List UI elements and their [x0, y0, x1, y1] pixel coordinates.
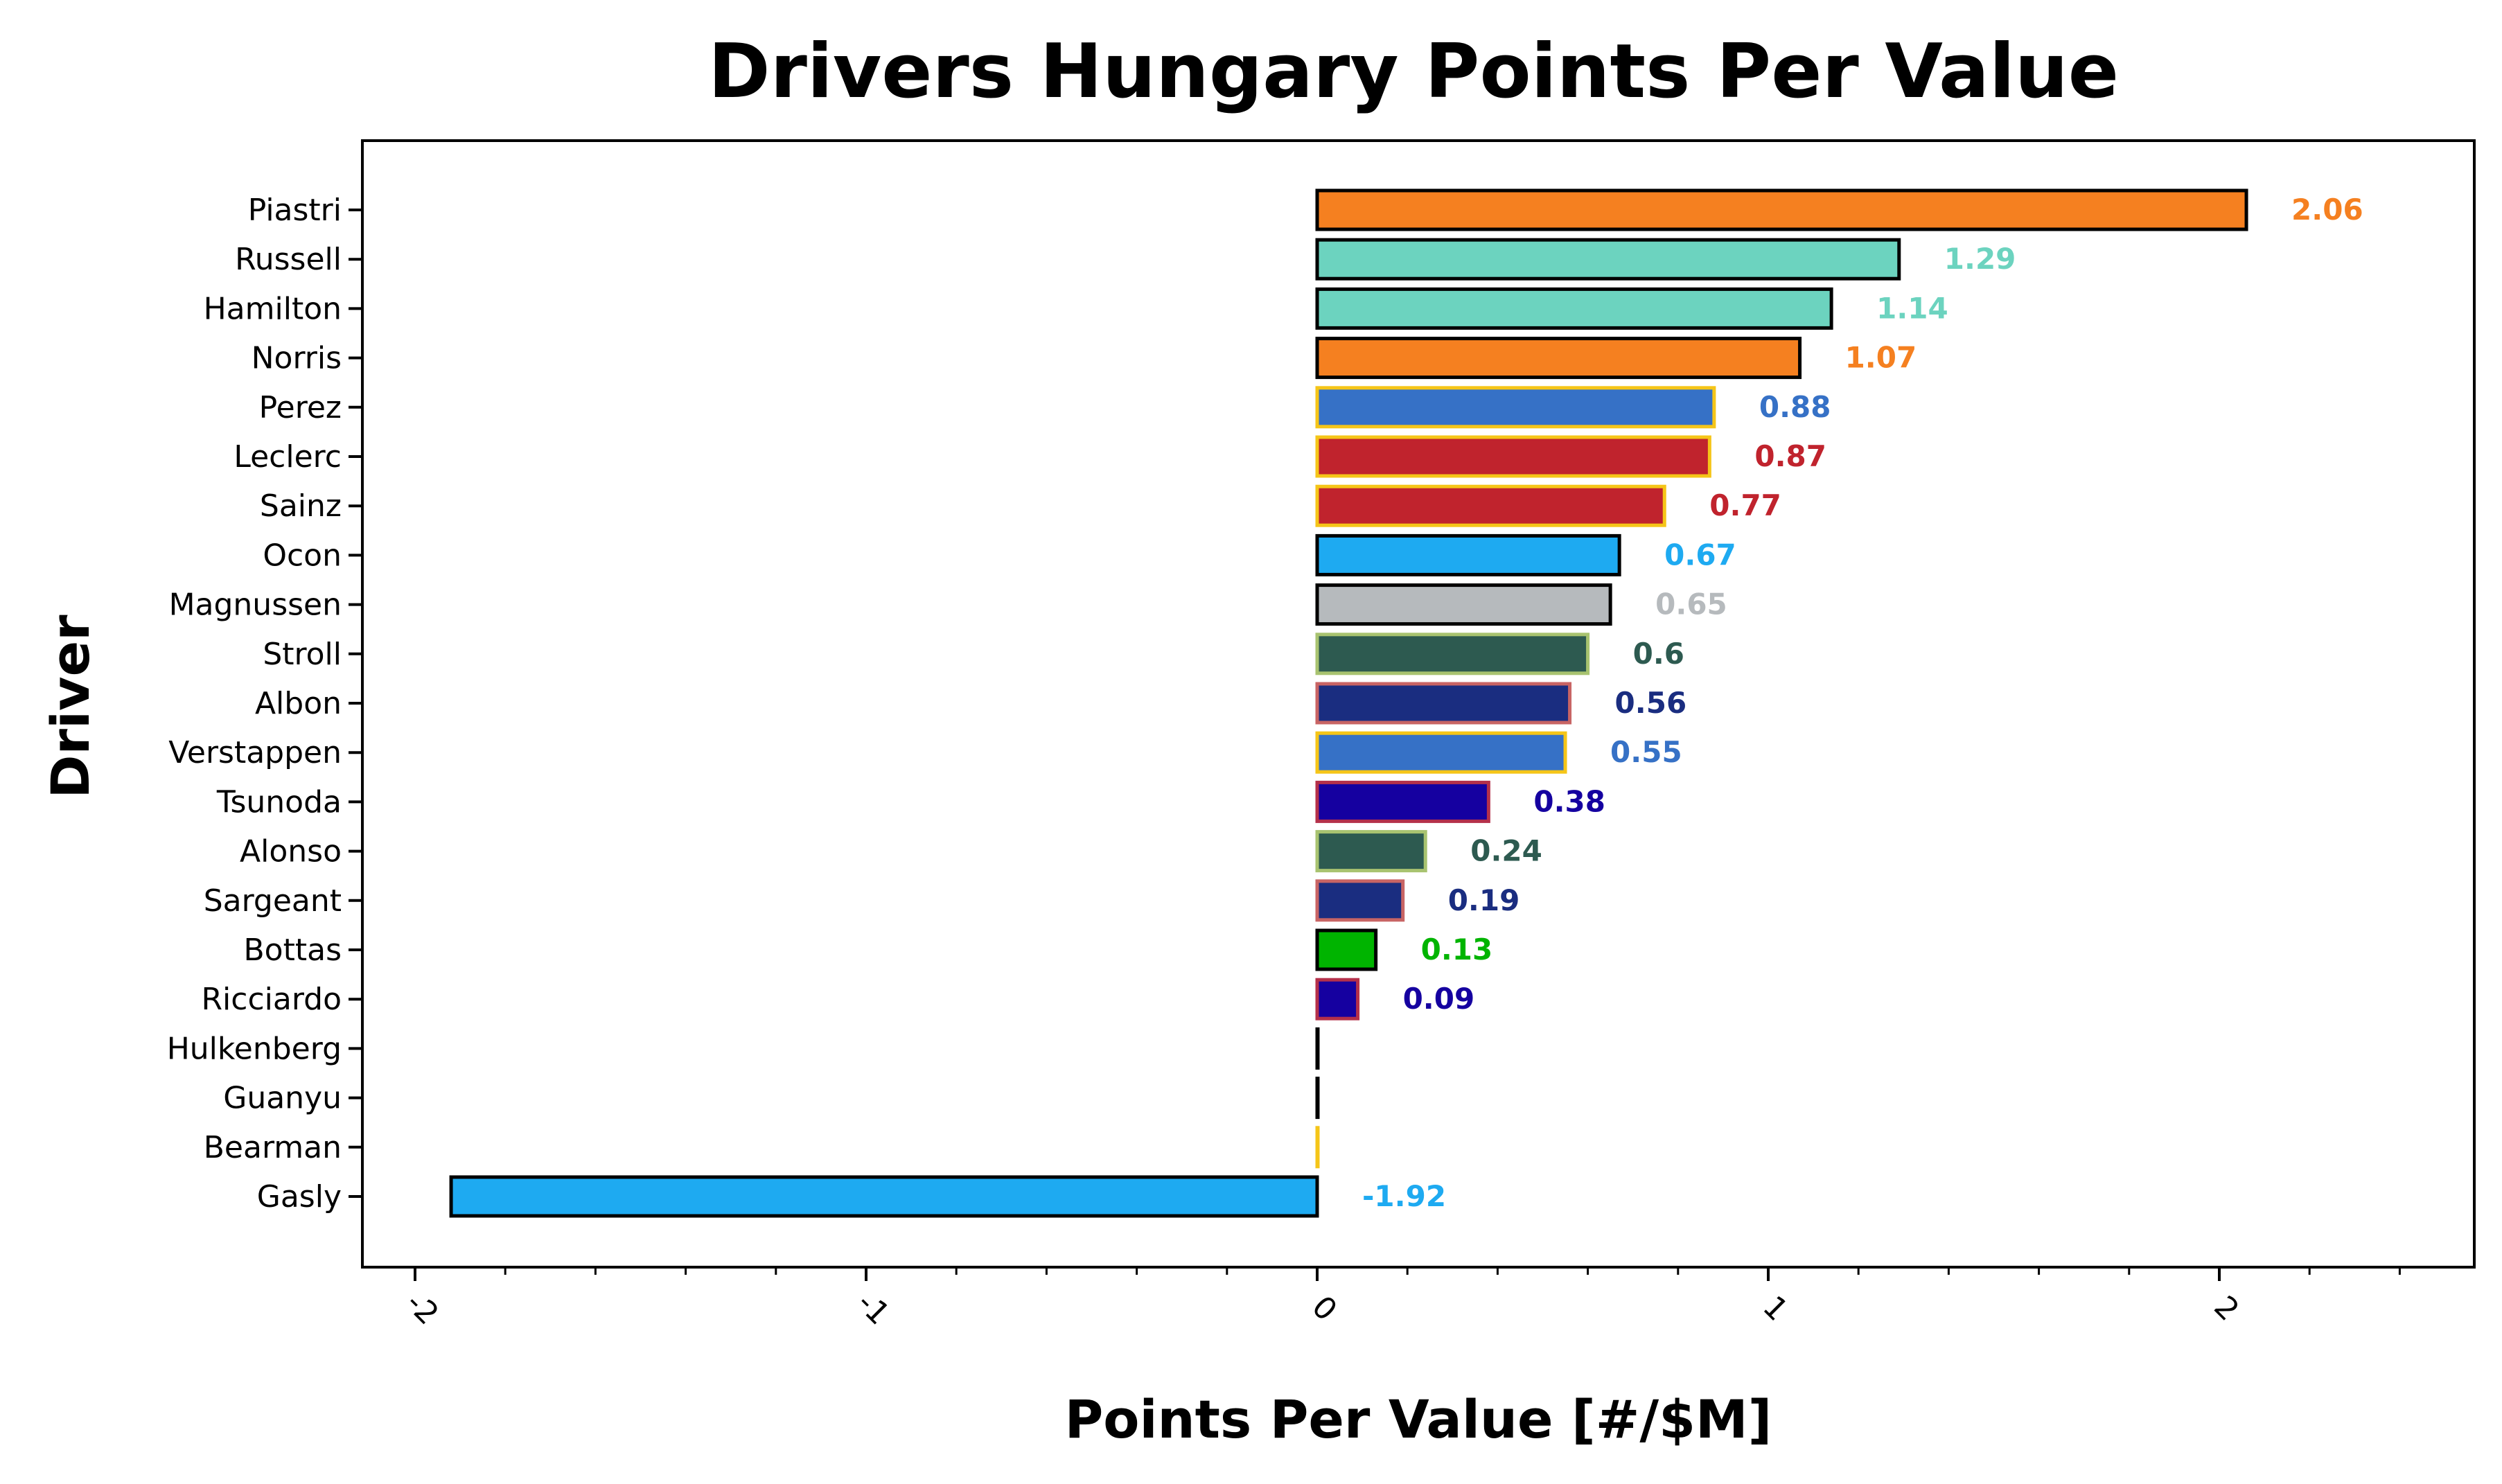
bar: [1315, 484, 1666, 527]
bar: [1315, 386, 1716, 429]
bar: [1315, 682, 1572, 725]
bar: [1315, 978, 1360, 1021]
data-label: 0.55: [1610, 735, 1682, 769]
y-tick-label: Russell: [235, 242, 342, 277]
y-tick-label: Ocon: [263, 538, 342, 573]
y-tick-label: Norris: [252, 341, 342, 376]
data-label: 0.56: [1615, 686, 1687, 720]
bar: [1315, 633, 1590, 675]
data-label: 0.13: [1421, 933, 1493, 966]
y-tick-label: Magnussen: [169, 588, 342, 623]
bar: [1315, 238, 1901, 281]
data-label: 1.29: [1944, 242, 2016, 276]
data-label: 0.87: [1754, 439, 1826, 473]
bar: [1315, 1027, 1320, 1070]
bar: [1315, 879, 1405, 922]
y-tick-label: Albon: [255, 686, 342, 721]
bar: [1315, 1126, 1320, 1169]
bar: [1315, 188, 2248, 231]
y-tick-label: Tsunoda: [216, 784, 342, 820]
chart-title: Drivers Hungary Points Per Value: [708, 28, 2119, 115]
data-label: 0.88: [1759, 390, 1831, 424]
plot-frame: [361, 139, 2476, 1269]
data-label: -1.92: [1362, 1179, 1446, 1213]
y-tick-label: Guanyu: [223, 1081, 342, 1116]
bar: [1315, 287, 1833, 330]
y-tick-label: Hamilton: [204, 291, 342, 326]
y-tick-label: Verstappen: [168, 735, 342, 770]
data-label: 0.6: [1633, 637, 1684, 671]
bar: [1315, 780, 1490, 823]
bar: [1315, 435, 1711, 478]
data-label: 0.77: [1709, 488, 1781, 522]
bar: [1315, 928, 1378, 971]
y-tick-label: Bottas: [244, 933, 342, 968]
y-tick-label: Perez: [259, 390, 342, 425]
bar: [1315, 830, 1427, 873]
bar: [449, 1175, 1319, 1218]
bar: [1315, 731, 1567, 774]
bar: [1315, 1077, 1320, 1120]
y-tick-label: Stroll: [263, 637, 342, 672]
x-axis-label: Points Per Value [#/$M]: [1065, 1388, 1772, 1450]
y-tick-label: Bearman: [204, 1130, 342, 1165]
y-tick-label: Ricciardo: [201, 982, 342, 1017]
y-tick-label: Piastri: [248, 193, 342, 228]
data-label: 0.09: [1403, 982, 1475, 1016]
data-label: 0.19: [1448, 883, 1520, 917]
data-label: 2.06: [2291, 193, 2363, 227]
bar: [1315, 533, 1621, 576]
data-label: 1.14: [1876, 291, 1948, 325]
y-tick-label: Sargeant: [204, 883, 342, 919]
y-tick-label: Hulkenberg: [167, 1031, 342, 1066]
data-label: 1.07: [1845, 341, 1917, 375]
y-tick-label: Alonso: [240, 834, 342, 869]
data-label: 0.24: [1470, 834, 1542, 868]
y-axis-label: Driver: [39, 615, 101, 799]
y-tick-label: Sainz: [260, 488, 342, 524]
data-label: 0.38: [1533, 784, 1605, 818]
bar: [1315, 337, 1802, 380]
data-label: 0.67: [1664, 538, 1736, 572]
bar: [1315, 583, 1612, 626]
y-tick-label: Leclerc: [234, 439, 342, 475]
data-label: 0.65: [1655, 588, 1727, 621]
y-tick-label: Gasly: [257, 1179, 342, 1214]
